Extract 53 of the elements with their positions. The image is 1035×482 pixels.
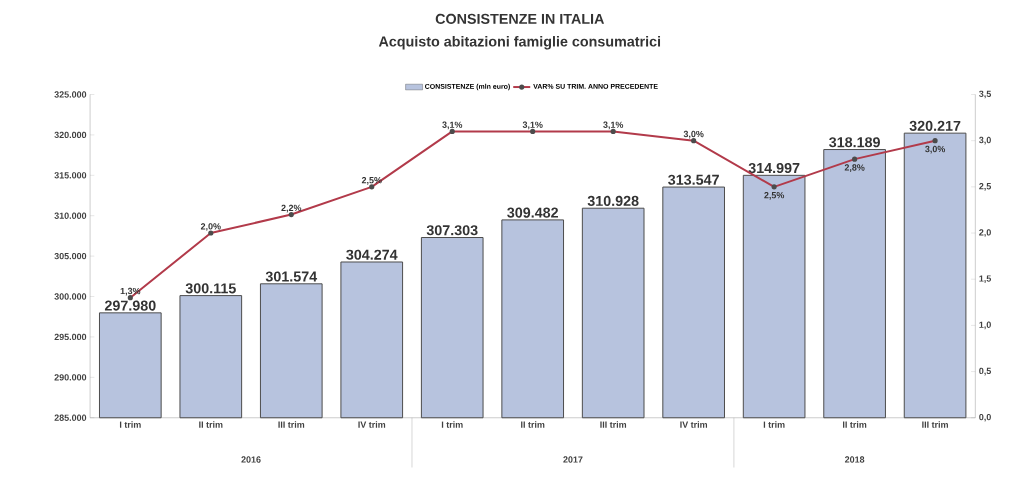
x-tick-label: IV trim <box>680 421 708 428</box>
data-label: 3,1% <box>522 121 543 130</box>
text: 2017 <box>563 456 583 463</box>
y-tick-label: 295.000 <box>54 333 87 340</box>
y2-tick-label: 1,5 <box>979 275 992 283</box>
y2-tick-label: 3,5 <box>979 90 992 99</box>
y-tick-label: 325.000 <box>54 91 87 98</box>
text: 2016 <box>241 456 261 463</box>
x-tick-label: II trim <box>843 421 867 428</box>
y-tick-label: 315.000 <box>54 171 87 179</box>
data-label: 3,0% <box>683 130 704 139</box>
data-label: 2,8% <box>844 164 865 172</box>
y-tick-label: 290.000 <box>54 373 87 381</box>
y2-tick-label: 2,5 <box>979 182 992 191</box>
x-tick-label: IV trim <box>358 421 386 428</box>
data-label: 300.115 <box>185 283 236 294</box>
y-tick-label: 305.000 <box>54 252 87 260</box>
y2-tick-label: 0,5 <box>979 367 992 376</box>
x-tick-label: I trim <box>441 421 463 428</box>
text: 2018 <box>844 456 865 463</box>
x-tick-label: I trim <box>763 421 785 428</box>
y-tick-label: 285.000 <box>54 414 87 421</box>
x-tick-label: III trim <box>278 421 305 428</box>
data-label: 314.997 <box>748 162 800 173</box>
chart-title: CONSISTENZE IN ITALIA <box>435 13 605 24</box>
x-tick-label: III trim <box>922 421 948 428</box>
data-label: 309.482 <box>507 207 559 218</box>
data-label: 318.189 <box>829 136 880 148</box>
x-tick-label: II trim <box>199 421 223 428</box>
data-label: 313.547 <box>668 174 719 185</box>
chart-subtitle: Acquisto abitazioni famiglie consumatrici <box>378 35 661 50</box>
y2-tick-label: 2,0 <box>979 229 991 237</box>
y2-tick-label: 3,0 <box>979 136 991 145</box>
data-label: 320.217 <box>909 120 961 131</box>
data-label: 310.928 <box>587 195 639 206</box>
y2-tick-label: 1,0 <box>979 321 991 330</box>
y-tick-label: 310.000 <box>54 212 87 219</box>
data-label: 2,0% <box>200 223 221 231</box>
data-label: 2,2% <box>281 204 302 213</box>
x-tick-label: I trim <box>119 421 141 428</box>
data-label: 2,5% <box>764 191 785 200</box>
data-label: 3,1% <box>603 121 624 130</box>
data-label: 304.274 <box>346 249 398 260</box>
x-tick-label: II trim <box>521 421 545 428</box>
data-label: 307.303 <box>426 224 478 236</box>
data-label: 301.574 <box>265 271 318 282</box>
y2-tick-label: 0,0 <box>979 413 991 422</box>
data-label: 3,1% <box>442 121 463 130</box>
y-tick-label: 320.000 <box>54 131 87 138</box>
data-label: 297.980 <box>104 300 156 311</box>
x-tick-label: III trim <box>600 421 627 428</box>
data-label: 3,0% <box>925 145 946 154</box>
y-tick-label: 300.000 <box>54 293 87 300</box>
